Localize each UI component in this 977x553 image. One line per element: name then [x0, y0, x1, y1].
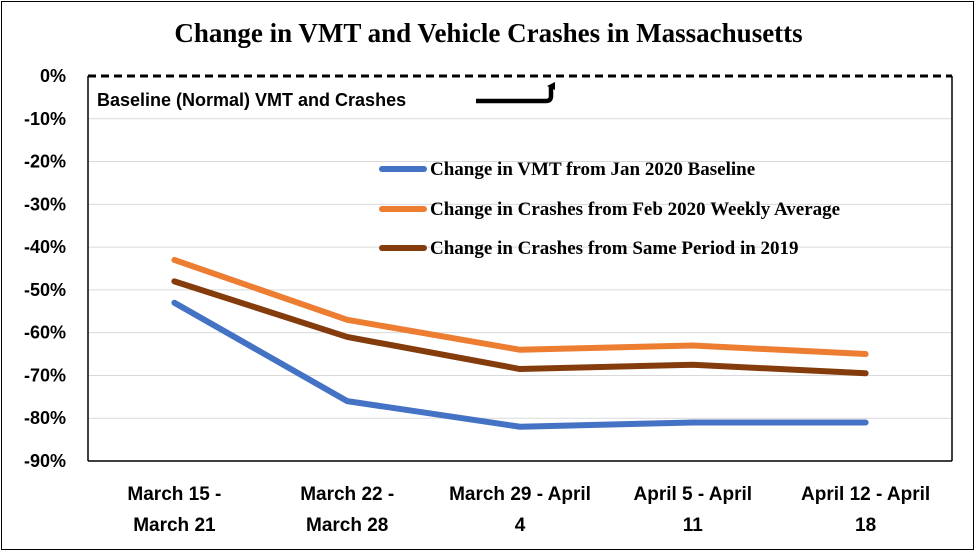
x-category-label: March 22 - [300, 484, 394, 505]
x-category-label: March 15 - [127, 484, 221, 505]
y-tick-label: -60% [24, 323, 66, 343]
y-tick-label: -70% [24, 365, 66, 385]
chart-title: Change in VMT and Vehicle Crashes in Mas… [174, 18, 803, 48]
y-tick-label: 0% [40, 66, 66, 86]
series-line [171, 278, 869, 377]
x-category-label: March 28 [306, 515, 388, 536]
baseline-annotation: Baseline (Normal) VMT and Crashes [88, 74, 952, 110]
y-tick-label: -30% [24, 194, 66, 214]
baseline-arrow [476, 82, 555, 104]
x-category-label: March 21 [133, 515, 216, 536]
y-tick-label: -40% [24, 237, 66, 257]
legend-entry: Change in VMT from Jan 2020 Baseline [430, 159, 755, 180]
y-tick-label: -90% [24, 451, 66, 471]
y-tick-label: -20% [24, 152, 66, 172]
baseline-label: Baseline (Normal) VMT and Crashes [97, 90, 406, 110]
series-lines [171, 256, 869, 430]
x-category-label: April 5 - April [634, 484, 753, 505]
legend-entry: Change in Crashes from Feb 2020 Weekly A… [430, 199, 840, 220]
x-category-label: 18 [855, 515, 876, 536]
x-category-label: March 29 - April [449, 484, 591, 505]
x-category-label: 4 [515, 515, 526, 536]
y-tick-labels: 0% -10% -20% -30% -40% -50% -60% -70% -80% -90% [24, 66, 66, 471]
series-line [171, 299, 869, 430]
y-tick-label: -80% [24, 408, 66, 428]
axes [87, 76, 953, 462]
y-tick-label: -10% [24, 109, 66, 129]
y-tick-label: -50% [24, 280, 66, 300]
x-category-labels: March 15 - March 21 March 22 - March 28 Marc… [127, 484, 930, 536]
legend-entry: Change in Crashes from Same Period in 20… [430, 238, 799, 259]
x-category-label: 11 [683, 515, 704, 536]
legend: Change in VMT from Jan 2020 Baseline Chan… [379, 159, 840, 259]
x-category-label: April 12 - April [801, 484, 930, 505]
series-line [171, 256, 869, 358]
